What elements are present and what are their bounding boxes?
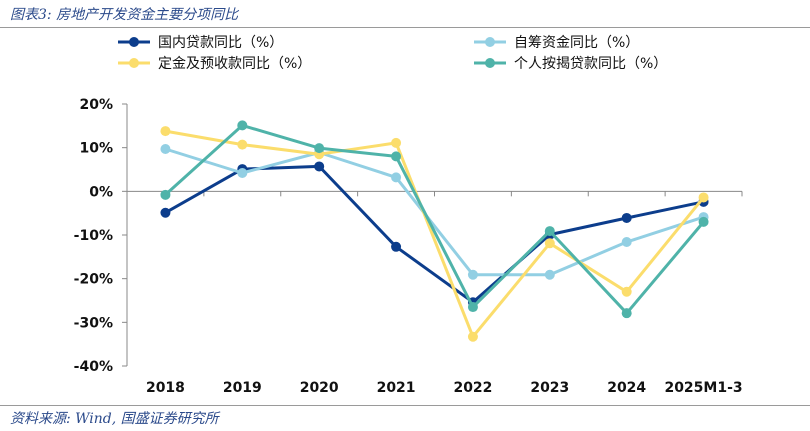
legend-label: 定金及预收款同比（%）	[158, 56, 311, 72]
x-tick-label: 2022	[453, 380, 492, 396]
y-tick-label: -10%	[74, 228, 113, 244]
data-point	[237, 120, 248, 131]
data-point	[467, 269, 478, 280]
y-tick-label: -40%	[74, 359, 113, 375]
series-4	[160, 120, 709, 319]
legend-label: 国内贷款同比（%）	[158, 35, 283, 51]
legend-item: 定金及预收款同比（%）	[118, 56, 311, 72]
series-line	[164, 123, 705, 315]
data-point	[237, 139, 248, 150]
data-point	[160, 189, 171, 200]
data-point	[544, 226, 555, 237]
title-bar: 图表3: 房地产开发资金主要分项同比	[0, 0, 810, 28]
data-point	[544, 238, 555, 249]
source-note: 资料来源: Wind, 国盛证券研究所	[10, 411, 219, 427]
legend-item: 国内贷款同比（%）	[118, 35, 283, 51]
x-tick-label: 2019	[223, 380, 262, 396]
data-point	[237, 167, 248, 178]
legend-item: 自筹资金同比（%）	[474, 34, 639, 51]
legend-label: 个人按揭贷款同比（%）	[514, 56, 667, 72]
legend-label: 自筹资金同比（%）	[514, 34, 639, 51]
y-tick-label: -30%	[74, 315, 113, 331]
data-point	[467, 302, 478, 313]
data-point	[314, 143, 325, 154]
x-tick-label: 2023	[530, 380, 569, 396]
line-chart: 国内贷款同比（%） 自筹资金同比（%） 定金及预收款同比（%） 个人按揭贷款同比（%）…	[74, 34, 743, 396]
data-point	[160, 207, 171, 218]
chart-axes: 20% 10% 0% -10% -20% -30% -40% 2018 2019 2020 2021…	[74, 97, 743, 396]
chart-legend: 国内贷款同比（%） 自筹资金同比（%） 定金及预收款同比（%） 个人按揭贷款同比（%）	[118, 34, 667, 72]
x-tick-label: 2024	[607, 380, 646, 396]
legend-swatch-marker	[485, 58, 495, 68]
figure-title: 图表3: 房地产开发资金主要分项同比	[10, 7, 239, 23]
data-point	[621, 308, 632, 319]
data-point	[314, 161, 325, 172]
x-tick-label: 2018	[146, 380, 185, 396]
data-point	[621, 212, 632, 223]
y-tick-label: 10%	[79, 141, 113, 157]
legend-item: 个人按揭贷款同比（%）	[474, 56, 667, 72]
series-2	[160, 143, 709, 280]
legend-swatch-marker	[129, 37, 139, 47]
data-point	[544, 269, 555, 280]
data-point	[391, 172, 402, 183]
data-point	[698, 216, 709, 227]
x-tick-label: 2021	[377, 380, 416, 396]
data-point	[391, 137, 402, 148]
data-point	[391, 241, 402, 252]
x-tick-label: 2020	[300, 380, 339, 396]
title-divider	[0, 27, 810, 28]
legend-swatch-marker	[129, 58, 139, 68]
legend-swatch-marker	[485, 37, 495, 47]
data-point	[160, 143, 171, 154]
data-point	[160, 126, 171, 137]
y-tick-label: 20%	[79, 97, 113, 113]
source-divider	[0, 405, 810, 406]
chart-series	[160, 120, 709, 342]
data-point	[698, 192, 709, 203]
series-3	[160, 126, 709, 342]
data-point	[621, 286, 632, 297]
data-point	[391, 151, 402, 162]
series-line	[165, 129, 705, 339]
x-tick-label: 2025M1-3	[664, 380, 742, 396]
data-point	[467, 331, 478, 342]
series-line	[164, 147, 705, 277]
y-tick-label: -20%	[74, 272, 113, 288]
data-point	[621, 236, 632, 247]
y-tick-label: 0%	[89, 184, 113, 200]
